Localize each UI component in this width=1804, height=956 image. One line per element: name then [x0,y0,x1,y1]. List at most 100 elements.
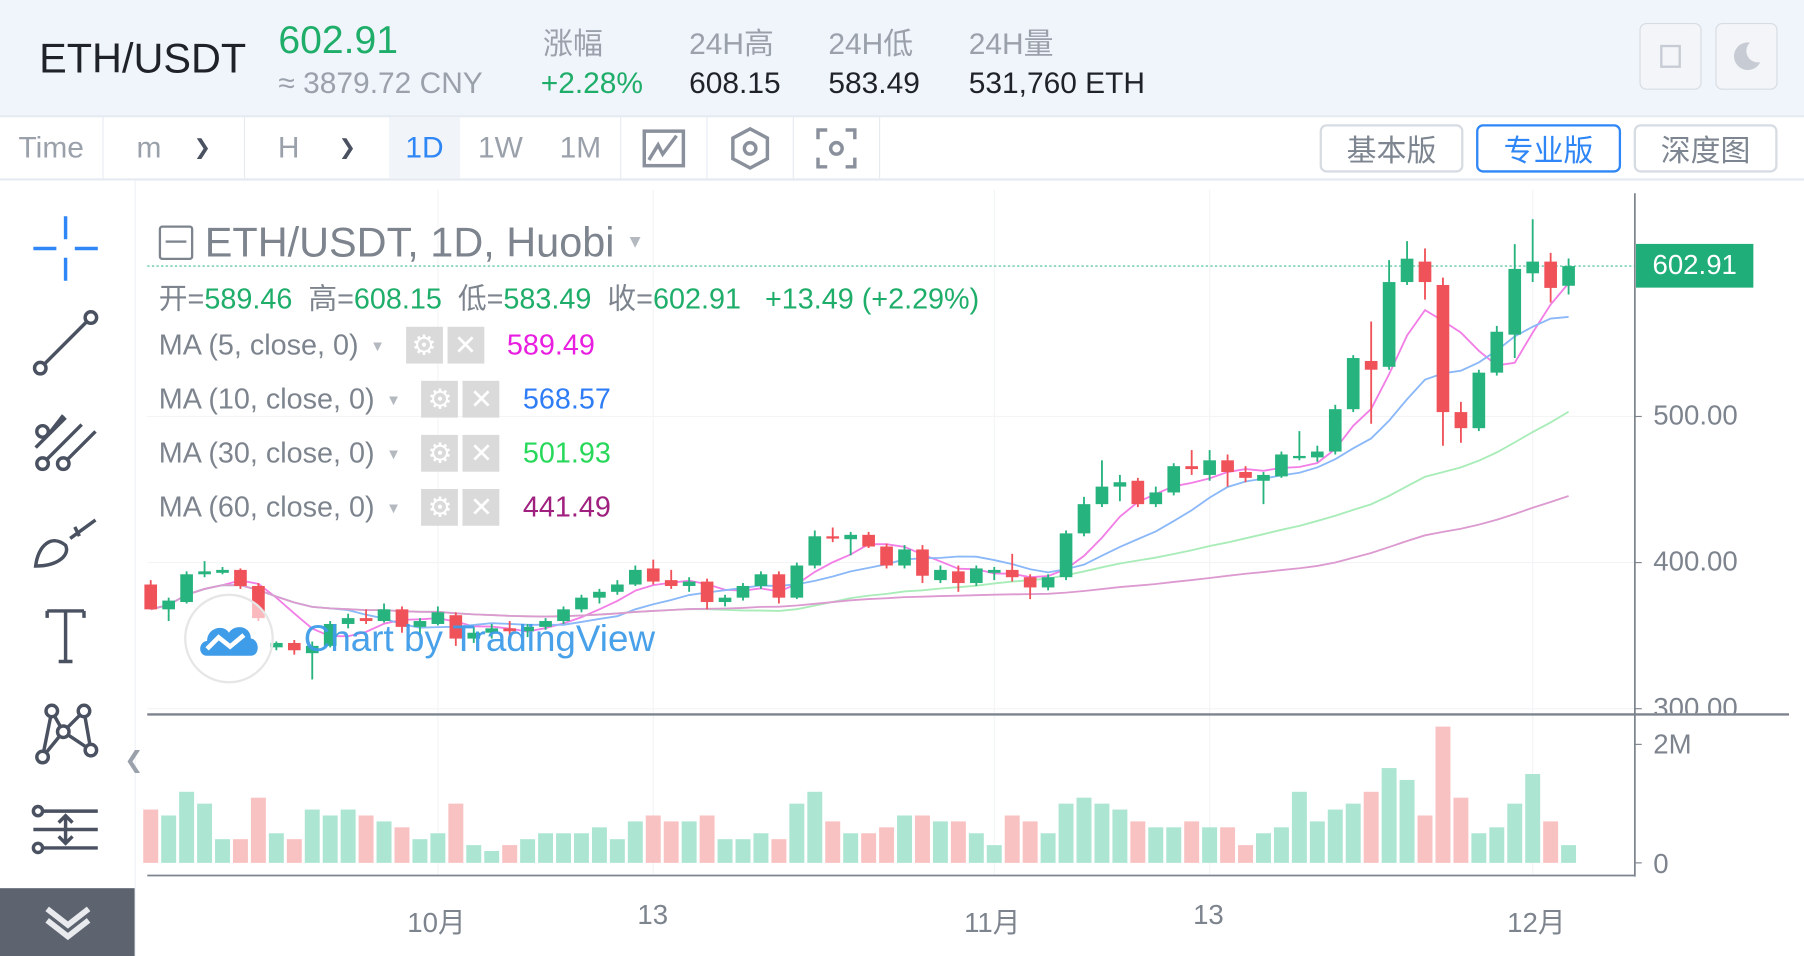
time-axis-label: 10月 [407,907,466,939]
candle-body [1400,258,1414,283]
chart-legend-title[interactable]: ETH/USDT, 1D, Huobi ▼ [158,219,645,267]
candle-body [664,580,678,586]
cloud-logo-icon [200,627,258,656]
ma10-legend[interactable]: MA (10, close, 0) ▼ ⚙ ✕ 568.57 [159,380,611,418]
settings-icon [731,126,770,170]
pitchfork-tool[interactable] [30,405,101,476]
ma5-legend[interactable]: MA (5, close, 0) ▼ ⚙ ✕ 589.49 [159,326,595,364]
candle-body [1149,492,1163,505]
gear-icon[interactable]: ⚙ [421,434,459,472]
gear-icon[interactable]: ⚙ [421,380,459,418]
caret-down-icon[interactable]: ▼ [370,336,385,354]
minute-dropdown[interactable]: m ❯ [104,117,246,179]
pro-view-button[interactable]: 专业版 [1476,124,1622,173]
watermark-text: Chart by TradingView [303,617,656,659]
measure-tool[interactable] [30,794,101,865]
gear-icon[interactable]: ⚙ [421,488,459,526]
volume-bar [322,815,338,863]
candle-body [557,609,570,622]
ma-value: 441.49 [522,490,611,523]
volume-bar [1022,821,1038,863]
candle-body [1562,266,1575,286]
close-icon[interactable]: ✕ [463,488,500,526]
trend-line-tool[interactable] [30,307,101,378]
theme-toggle-button[interactable] [1715,23,1778,90]
volume-bar [1202,827,1218,863]
ma30-legend[interactable]: MA (30, close, 0) ▼ ⚙ ✕ 501.93 [158,434,611,472]
price-axis-label: 400.00 [1653,546,1738,578]
candle-body [395,609,409,627]
close-icon[interactable]: ✕ [463,380,500,418]
minute-label: m [136,130,162,165]
interval-1d[interactable]: 1D [388,117,461,179]
close-icon[interactable]: ✕ [463,434,500,472]
caret-down-icon[interactable]: ▼ [386,444,401,462]
text-tool[interactable] [30,601,101,672]
settings-button[interactable] [708,117,794,179]
volume-bar [897,815,913,863]
volume-bar [825,821,841,863]
caret-down-icon[interactable]: ▼ [625,232,645,252]
candle-body [934,569,947,581]
interval-1m[interactable]: 1M [541,117,622,179]
volume-bar [609,839,625,863]
candle-body [916,549,929,576]
candle-body [1131,480,1145,505]
caret-down-icon[interactable]: ▼ [386,390,401,408]
candle-body [305,645,319,654]
candle-body [646,568,660,582]
volume-bar [573,833,589,863]
volume-bar [466,845,482,863]
volume-bar [1238,845,1254,863]
volume-bar [1004,815,1020,863]
candle-body [844,534,858,540]
volume-bar [1309,821,1325,863]
volume-bar [591,827,607,863]
chevron-down-icon: ❯ [193,135,211,159]
candle-body [1005,569,1019,578]
volume-bar [1094,803,1110,863]
volume-bar [502,845,518,863]
volume-bar [1148,827,1164,863]
hour-label: H [277,130,300,165]
brush-tool[interactable] [30,503,101,574]
close-icon[interactable]: ✕ [447,326,484,364]
candle-body [987,569,1001,573]
collapse-legend-icon[interactable] [158,225,194,261]
ma60-legend[interactable]: MA (60, close, 0) ▼ ⚙ ✕ 441.49 [159,488,611,526]
fullscreen-button[interactable] [1639,23,1702,90]
pattern-tool[interactable] [30,696,101,767]
screenshot-button[interactable] [794,117,881,179]
tradingview-watermark[interactable]: Chart by TradingView [184,593,656,684]
candle-body [754,574,768,586]
fullscreen-icon [1660,44,1681,68]
candle-body [521,626,534,632]
candle-body [593,591,606,598]
collapse-toolbar-button[interactable] [0,888,135,956]
volume-bar [232,839,248,863]
volume-label: 24H量 [968,26,1054,61]
candle-body [952,571,965,584]
interval-1w[interactable]: 1W [478,130,523,165]
ma-label: MA (30, close, 0) [158,436,375,469]
change-value: +13.49 (+2.29%) [764,283,980,316]
scroll-left-arrow[interactable]: ❮ [124,747,144,774]
depth-chart-button[interactable]: 深度图 [1633,124,1778,173]
caret-down-icon[interactable]: ▼ [386,498,401,516]
basic-view-button[interactable]: 基本版 [1319,124,1464,173]
hour-dropdown[interactable]: H ❯ [245,117,389,178]
last-price: 602.91 [278,18,399,63]
crosshair-tool[interactable] [30,213,101,284]
gear-icon[interactable]: ⚙ [405,326,443,364]
indicators-button[interactable] [621,117,708,179]
close-value: 602.91 [652,283,741,316]
volume-bar [412,839,428,863]
volume-bar [1273,827,1289,863]
high-value: 608.15 [689,65,781,101]
time-button[interactable]: Time [0,117,104,179]
volume-bar [1291,791,1307,863]
candle-body [270,642,283,648]
chart-toolbar: Time m ❯ H ❯ 1D 1W 1M 基本版 专业版 深度图 [0,115,1804,181]
volume-bar [1040,833,1056,863]
